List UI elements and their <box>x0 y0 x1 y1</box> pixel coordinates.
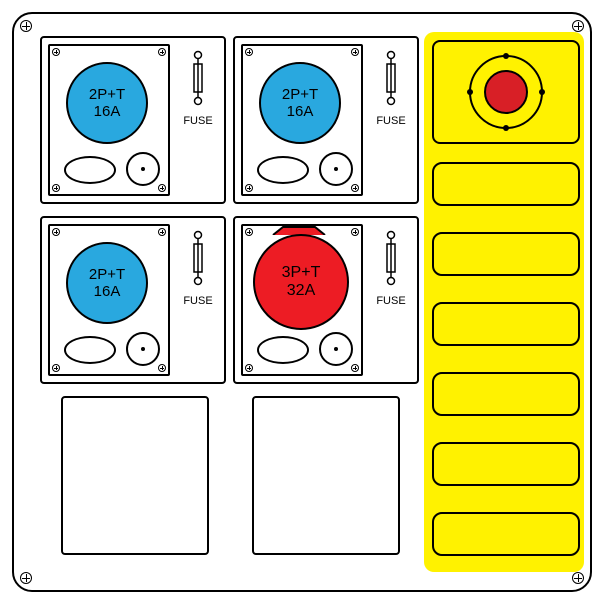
interlock-icon <box>257 332 353 364</box>
fuse-symbol-icon <box>384 50 398 106</box>
module-screw <box>158 228 166 236</box>
module-screw <box>158 364 166 372</box>
module-screw <box>52 184 60 192</box>
blank-module <box>252 396 400 555</box>
estop-module <box>432 40 580 144</box>
socket-module: 2P+T 16A FUSE <box>233 36 419 204</box>
control-column <box>424 32 584 572</box>
socket-frame: 2P+T 16A <box>48 224 170 376</box>
din-slot <box>432 372 580 416</box>
distribution-panel: 2P+T 16A FUSE <box>12 12 592 592</box>
socket-outlet[interactable]: 2P+T 16A <box>66 62 148 144</box>
fuse-symbol-icon <box>191 230 205 286</box>
fuse-holder: FUSE <box>369 50 413 127</box>
module-screw <box>351 228 359 236</box>
panel-screw <box>20 20 32 32</box>
fuse-symbol-icon <box>384 230 398 286</box>
socket-label-line2: 16A <box>94 103 121 120</box>
din-slot <box>432 232 580 276</box>
interlock-icon <box>64 332 160 364</box>
socket-module: 2P+T 16A FUSE <box>40 216 226 384</box>
blank-module <box>61 396 209 555</box>
fuse-symbol-icon <box>191 50 205 106</box>
socket-label-line1: 2P+T <box>89 266 125 283</box>
socket-frame: 2P+T 16A <box>48 44 170 196</box>
fuse-label: FUSE <box>369 115 413 127</box>
socket-label-line2: 32A <box>287 282 315 300</box>
interlock-icon <box>257 152 353 184</box>
fuse-holder: FUSE <box>369 230 413 307</box>
module-screw <box>52 48 60 56</box>
socket-module: 3P+T 32A FUSE <box>233 216 419 384</box>
din-slot <box>432 442 580 486</box>
module-screw <box>245 184 253 192</box>
module-screw <box>158 48 166 56</box>
fuse-label: FUSE <box>176 295 220 307</box>
estop-button[interactable] <box>484 70 528 114</box>
socket-outlet[interactable]: 2P+T 16A <box>66 242 148 324</box>
module-screw <box>351 184 359 192</box>
module-screw <box>245 228 253 236</box>
socket-label-line1: 2P+T <box>282 86 318 103</box>
fuse-holder: FUSE <box>176 230 220 307</box>
socket-outlet[interactable]: 3P+T 32A <box>253 234 349 330</box>
socket-label-line1: 2P+T <box>89 86 125 103</box>
socket-label-line2: 16A <box>94 283 121 300</box>
socket-label-line2: 16A <box>287 103 314 120</box>
panel-screw <box>20 572 32 584</box>
fuse-label: FUSE <box>369 295 413 307</box>
module-screw <box>351 48 359 56</box>
din-slot <box>432 302 580 346</box>
din-slot <box>432 162 580 206</box>
fuse-label: FUSE <box>176 115 220 127</box>
module-screw <box>52 228 60 236</box>
panel-screw <box>572 572 584 584</box>
panel-screw <box>572 20 584 32</box>
socket-frame: 2P+T 16A <box>241 44 363 196</box>
module-screw <box>245 364 253 372</box>
socket-outlet[interactable]: 2P+T 16A <box>259 62 341 144</box>
socket-module: 2P+T 16A FUSE <box>40 36 226 204</box>
module-screw <box>245 48 253 56</box>
din-slot <box>432 512 580 556</box>
interlock-icon <box>64 152 160 184</box>
socket-label-line1: 3P+T <box>282 264 321 282</box>
fuse-holder: FUSE <box>176 50 220 127</box>
module-screw <box>158 184 166 192</box>
socket-frame: 3P+T 32A <box>241 224 363 376</box>
estop-ring <box>469 55 543 129</box>
module-screw <box>52 364 60 372</box>
module-screw <box>351 364 359 372</box>
